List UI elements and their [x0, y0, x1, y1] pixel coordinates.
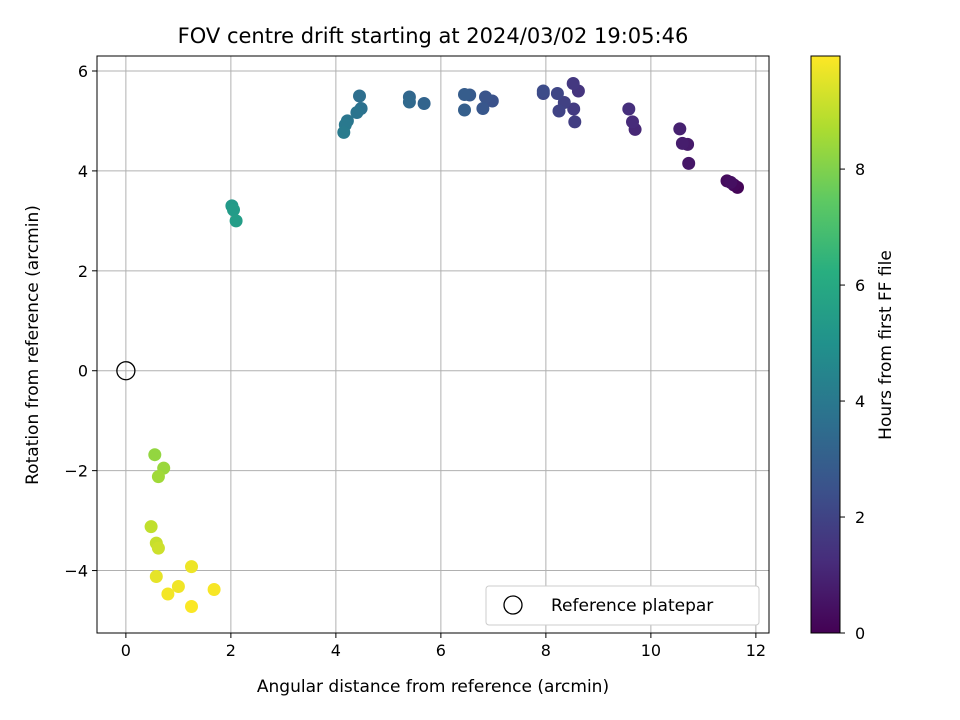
- colorbar-tick-label: 8: [855, 160, 865, 179]
- x-tick-label: 0: [121, 641, 131, 660]
- colorbar-label: Hours from first FF file: [876, 250, 896, 440]
- legend-entry-reference: Reference platepar: [551, 596, 713, 616]
- data-point: [337, 125, 351, 139]
- data-point: [626, 115, 639, 129]
- data-point: [476, 102, 490, 115]
- data-point: [568, 115, 582, 129]
- data-point: [151, 541, 165, 555]
- data-point: [479, 90, 492, 104]
- colorbar-gradient: [810, 55, 841, 634]
- colorbar-tick-label: 4: [855, 392, 865, 411]
- y-tick-label: −2: [64, 462, 88, 481]
- plot-area-frame: [96, 55, 770, 634]
- x-tick-label: 12: [746, 641, 766, 660]
- data-point: [144, 520, 158, 534]
- data-point: [536, 84, 550, 98]
- data-point: [148, 448, 162, 462]
- reference-marker: [116, 361, 136, 381]
- chart-title: FOV centre drift starting at 2024/03/02 …: [178, 24, 689, 48]
- data-point: [161, 587, 175, 601]
- legend-reference-marker-icon: [503, 595, 523, 615]
- x-axis-label: Angular distance from reference (arcmin): [257, 677, 609, 697]
- colorbar-ticks: 0 2 4 6 8: [840, 160, 865, 643]
- data-point: [151, 470, 165, 484]
- colorbar-tick-label: 0: [855, 624, 865, 643]
- data-point: [552, 104, 566, 118]
- data-point: [229, 214, 243, 228]
- data-point: [227, 203, 240, 217]
- grid-lines: [97, 56, 769, 633]
- reference-marker-group: [116, 361, 136, 381]
- data-point: [458, 88, 471, 101]
- data-point: [185, 600, 198, 613]
- legend-box: [485, 585, 760, 626]
- data-point: [550, 87, 564, 100]
- colorbar-tick-label: 2: [855, 508, 865, 527]
- colorbar-tick-label: 6: [855, 276, 865, 295]
- y-axis-ticks: −4 −2 0 2 4 6: [64, 62, 97, 581]
- data-point: [458, 103, 471, 117]
- data-point: [171, 580, 185, 593]
- data-point: [185, 560, 198, 574]
- data-point: [353, 89, 366, 103]
- y-tick-label: −4: [64, 562, 88, 581]
- y-tick-label: 6: [78, 62, 88, 81]
- data-point: [622, 102, 636, 116]
- x-tick-label: 4: [331, 641, 341, 660]
- data-point: [207, 583, 221, 596]
- data-point: [724, 175, 738, 189]
- data-point: [673, 122, 687, 136]
- data-point: [682, 156, 696, 170]
- y-tick-label: 0: [78, 362, 88, 381]
- data-point: [402, 95, 416, 109]
- y-tick-label: 4: [78, 162, 88, 181]
- x-tick-label: 6: [436, 641, 446, 660]
- data-point: [350, 106, 364, 119]
- x-tick-label: 2: [226, 641, 236, 660]
- y-axis-label: Rotation from reference (arcmin): [23, 205, 43, 485]
- data-point: [675, 136, 689, 150]
- data-point: [149, 570, 163, 583]
- legend: Reference platepar: [485, 585, 760, 626]
- data-point: [567, 102, 581, 116]
- x-tick-label: 10: [641, 641, 661, 660]
- x-axis-ticks: 0 2 4 6 8 10 12: [121, 633, 766, 660]
- data-point: [417, 97, 431, 110]
- data-point: [566, 77, 580, 90]
- colorbar: 0 2 4 6 8 Hours from first FF file: [810, 55, 896, 643]
- x-tick-label: 8: [541, 641, 551, 660]
- y-tick-label: 2: [78, 262, 88, 281]
- data-points: [144, 77, 744, 613]
